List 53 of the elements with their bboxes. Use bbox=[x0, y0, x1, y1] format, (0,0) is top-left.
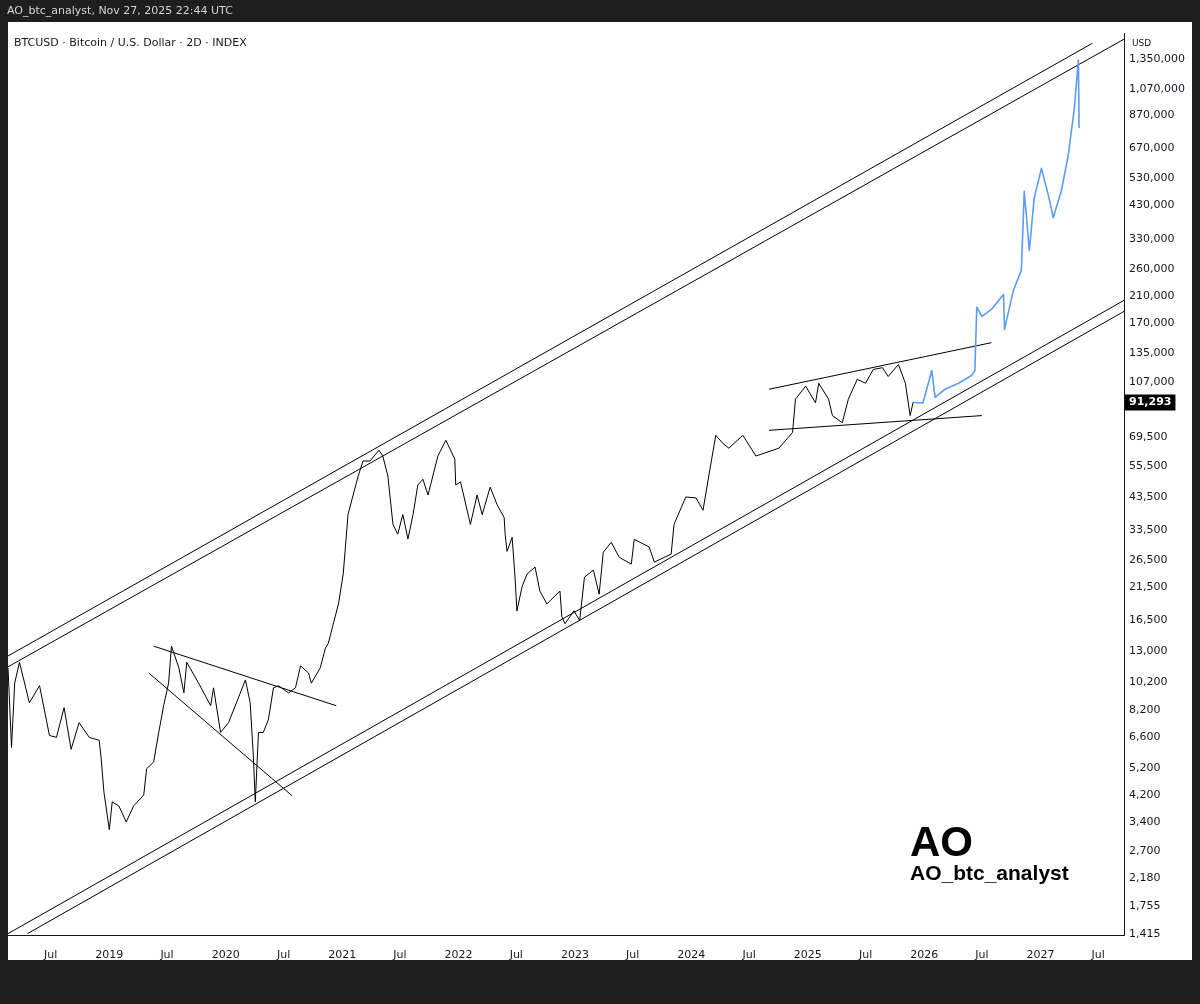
x-tick-label: 2021 bbox=[328, 948, 357, 962]
x-tick-label: Jul bbox=[43, 948, 58, 962]
y-tick-label: 6,600 bbox=[1129, 730, 1161, 744]
x-tick-label: Jul bbox=[741, 948, 756, 962]
x-tick-label: 2026 bbox=[910, 948, 939, 962]
y-tick-label: 870,000 bbox=[1129, 108, 1175, 122]
y-tick-label: 2,180 bbox=[1129, 871, 1161, 885]
y-tick-label: 26,500 bbox=[1129, 553, 1168, 567]
y-tick-label: 170,000 bbox=[1129, 316, 1175, 330]
y-tick-label: 107,000 bbox=[1129, 375, 1175, 389]
x-tick-label: 2027 bbox=[1026, 948, 1055, 962]
y-tick-label: 1,350,000 bbox=[1129, 52, 1185, 66]
y-tick-label: 3,400 bbox=[1129, 814, 1161, 828]
x-tick-label: 2020 bbox=[211, 948, 240, 962]
y-tick-label: 13,000 bbox=[1129, 643, 1168, 657]
x-tick-label: Jul bbox=[624, 948, 640, 962]
y-tick-label: 430,000 bbox=[1129, 197, 1175, 211]
y-tick-label: 670,000 bbox=[1129, 141, 1175, 155]
x-tick-label: Jul bbox=[508, 948, 523, 962]
y-tick-label: 8,200 bbox=[1129, 702, 1161, 716]
y-tick-label: 10,200 bbox=[1129, 674, 1168, 688]
x-tick-label: Jul bbox=[392, 948, 407, 962]
y-tick-label: 33,500 bbox=[1129, 523, 1168, 537]
x-tick-label: 2025 bbox=[793, 948, 822, 962]
y-tick-label: 4,200 bbox=[1129, 787, 1161, 801]
x-tick-label: Jul bbox=[857, 948, 873, 962]
x-tick-label: Jul bbox=[974, 948, 989, 962]
x-tick-label: 2024 bbox=[677, 948, 706, 962]
y-tick-label: 1,755 bbox=[1129, 899, 1161, 913]
y-tick-label: 43,500 bbox=[1129, 489, 1168, 503]
x-tick-label: Jul bbox=[276, 948, 291, 962]
x-tick-label: Jul bbox=[159, 948, 174, 962]
y-tick-label: 210,000 bbox=[1129, 289, 1175, 303]
y-tick-label: 330,000 bbox=[1129, 231, 1175, 245]
y-tick-label: 21,500 bbox=[1129, 579, 1168, 593]
x-tick-label: 2019 bbox=[95, 948, 124, 962]
y-tick-label: 5,200 bbox=[1129, 760, 1161, 774]
y-tick-label: 69,500 bbox=[1129, 430, 1168, 444]
x-tick-label: 2022 bbox=[444, 948, 473, 962]
x-tick-label: Jul bbox=[1090, 948, 1105, 962]
y-tick-label: 16,500 bbox=[1129, 613, 1168, 627]
y-tick-label: 1,070,000 bbox=[1129, 81, 1185, 95]
y-tick-label: 260,000 bbox=[1129, 261, 1175, 275]
y-tick-label: 55,500 bbox=[1129, 458, 1168, 472]
y-tick-label: 2,700 bbox=[1129, 844, 1161, 858]
y-tick-label: 530,000 bbox=[1129, 171, 1175, 185]
chart-title: BTCUSD · Bitcoin / U.S. Dollar · 2D · INDEX bbox=[14, 36, 248, 50]
y-tick-label: 135,000 bbox=[1129, 345, 1175, 359]
y-axis-title: USD bbox=[1132, 37, 1152, 48]
chart-subtitle: AO_btc_analyst, Nov 27, 2025 22:44 UTC bbox=[7, 4, 233, 17]
text: 91,293 bbox=[1129, 395, 1172, 409]
x-tick-label: 2023 bbox=[560, 948, 589, 962]
y-tick-label: 1,415 bbox=[1129, 926, 1161, 940]
